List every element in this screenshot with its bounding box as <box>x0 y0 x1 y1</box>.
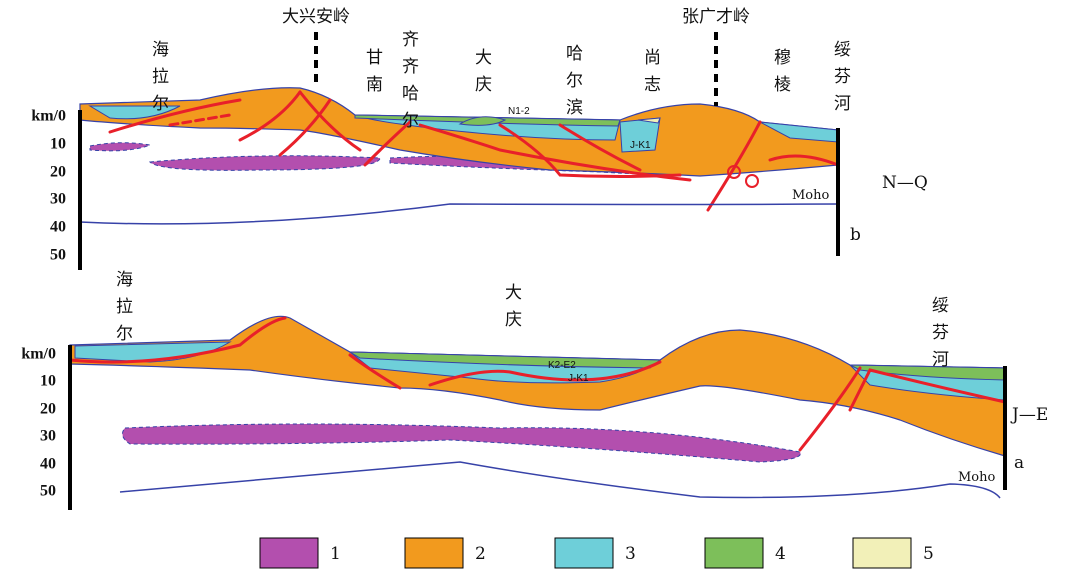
place-label: 海拉尔 <box>148 40 169 121</box>
legend-label: 1 <box>330 544 341 564</box>
place-label: 齐齐哈尔 <box>398 30 419 138</box>
legend-label: 3 <box>625 544 636 564</box>
motion-symbol <box>745 174 759 188</box>
magma-body <box>148 155 381 171</box>
fault <box>768 154 840 167</box>
depth-tick: 50 <box>50 247 66 264</box>
legend-swatch <box>259 537 319 569</box>
place-label: 绥芬河 <box>928 296 949 377</box>
fault <box>706 120 762 212</box>
depth-tick: 40 <box>50 219 66 236</box>
legend-swatch <box>704 537 764 569</box>
fault <box>68 316 287 364</box>
fault <box>348 353 402 390</box>
tertiary-unit <box>458 116 507 126</box>
depth-tick: 20 <box>50 164 66 181</box>
legend-label: 4 <box>775 544 786 564</box>
moho-label: Moho <box>958 470 996 485</box>
fault <box>558 123 642 172</box>
fault <box>278 98 332 157</box>
place-label: 尚志 <box>640 48 661 102</box>
depth-tick: 20 <box>40 401 56 418</box>
legend-swatch <box>404 537 464 569</box>
legend: 1 2 3 4 5 <box>259 537 934 569</box>
fault <box>428 360 662 387</box>
depth-tick: km/0 <box>21 346 56 363</box>
moho-line <box>79 203 839 225</box>
fault <box>168 113 232 127</box>
depth-tick: 50 <box>40 483 56 500</box>
unit-label: J-K1 <box>568 373 589 384</box>
fault <box>238 90 302 142</box>
place-label: 张广才岭 <box>682 7 750 27</box>
fault <box>498 123 682 178</box>
moho-line <box>119 461 1001 499</box>
cretaceous-unit <box>88 105 181 120</box>
legend-label: 2 <box>475 544 486 564</box>
unit-label: K2-E2 <box>548 360 576 371</box>
panel-label: b <box>850 225 861 245</box>
place-label: 哈尔滨 <box>562 44 583 125</box>
panel-label: a <box>1014 453 1024 473</box>
place-label: 海拉尔 <box>112 270 133 351</box>
legend-swatch <box>554 537 614 569</box>
fault <box>363 120 412 167</box>
depth-tick: 40 <box>40 456 56 473</box>
cretaceous-unit <box>74 341 232 363</box>
basement-unit <box>69 315 1006 457</box>
place-label: 大庆 <box>471 48 492 102</box>
magma-body <box>121 423 801 463</box>
quaternary-unit <box>637 117 661 124</box>
tertiary-unit <box>348 351 662 369</box>
fault <box>418 123 692 182</box>
fault <box>848 368 1007 412</box>
depth-tick: 10 <box>40 373 56 390</box>
section-a: 海拉尔 大庆 绥芬河 K2-E2 J-K1 km/0 10 20 30 40 5… <box>21 270 1048 510</box>
section-b: 海拉尔 大兴安岭 甘南 齐齐哈尔 大庆 N1-2 哈尔滨 尚志 张广才岭 穆棱 … <box>31 7 928 270</box>
depth-tick: 30 <box>40 428 56 445</box>
unit-label: N1-2 <box>508 106 530 117</box>
unit-label: J—E <box>1010 405 1048 425</box>
magma-body <box>89 142 152 152</box>
moho-label: Moho <box>792 188 830 203</box>
depth-tick: 30 <box>50 191 66 208</box>
unit-label: J-K1 <box>630 140 651 151</box>
place-label: 绥芬河 <box>830 40 851 121</box>
legend-label: 5 <box>923 544 934 564</box>
depth-tick: km/0 <box>31 108 66 125</box>
place-label: 甘南 <box>362 48 383 102</box>
fault <box>298 90 362 152</box>
unit-label: N—Q <box>882 173 928 193</box>
place-label: 大庆 <box>501 283 522 337</box>
fault <box>798 366 862 452</box>
motion-symbol <box>727 165 741 179</box>
fault <box>108 98 242 134</box>
place-label: 穆棱 <box>770 48 791 102</box>
depth-tick: 10 <box>50 136 66 153</box>
place-label: 大兴安岭 <box>282 7 350 27</box>
legend-swatch <box>852 537 912 569</box>
